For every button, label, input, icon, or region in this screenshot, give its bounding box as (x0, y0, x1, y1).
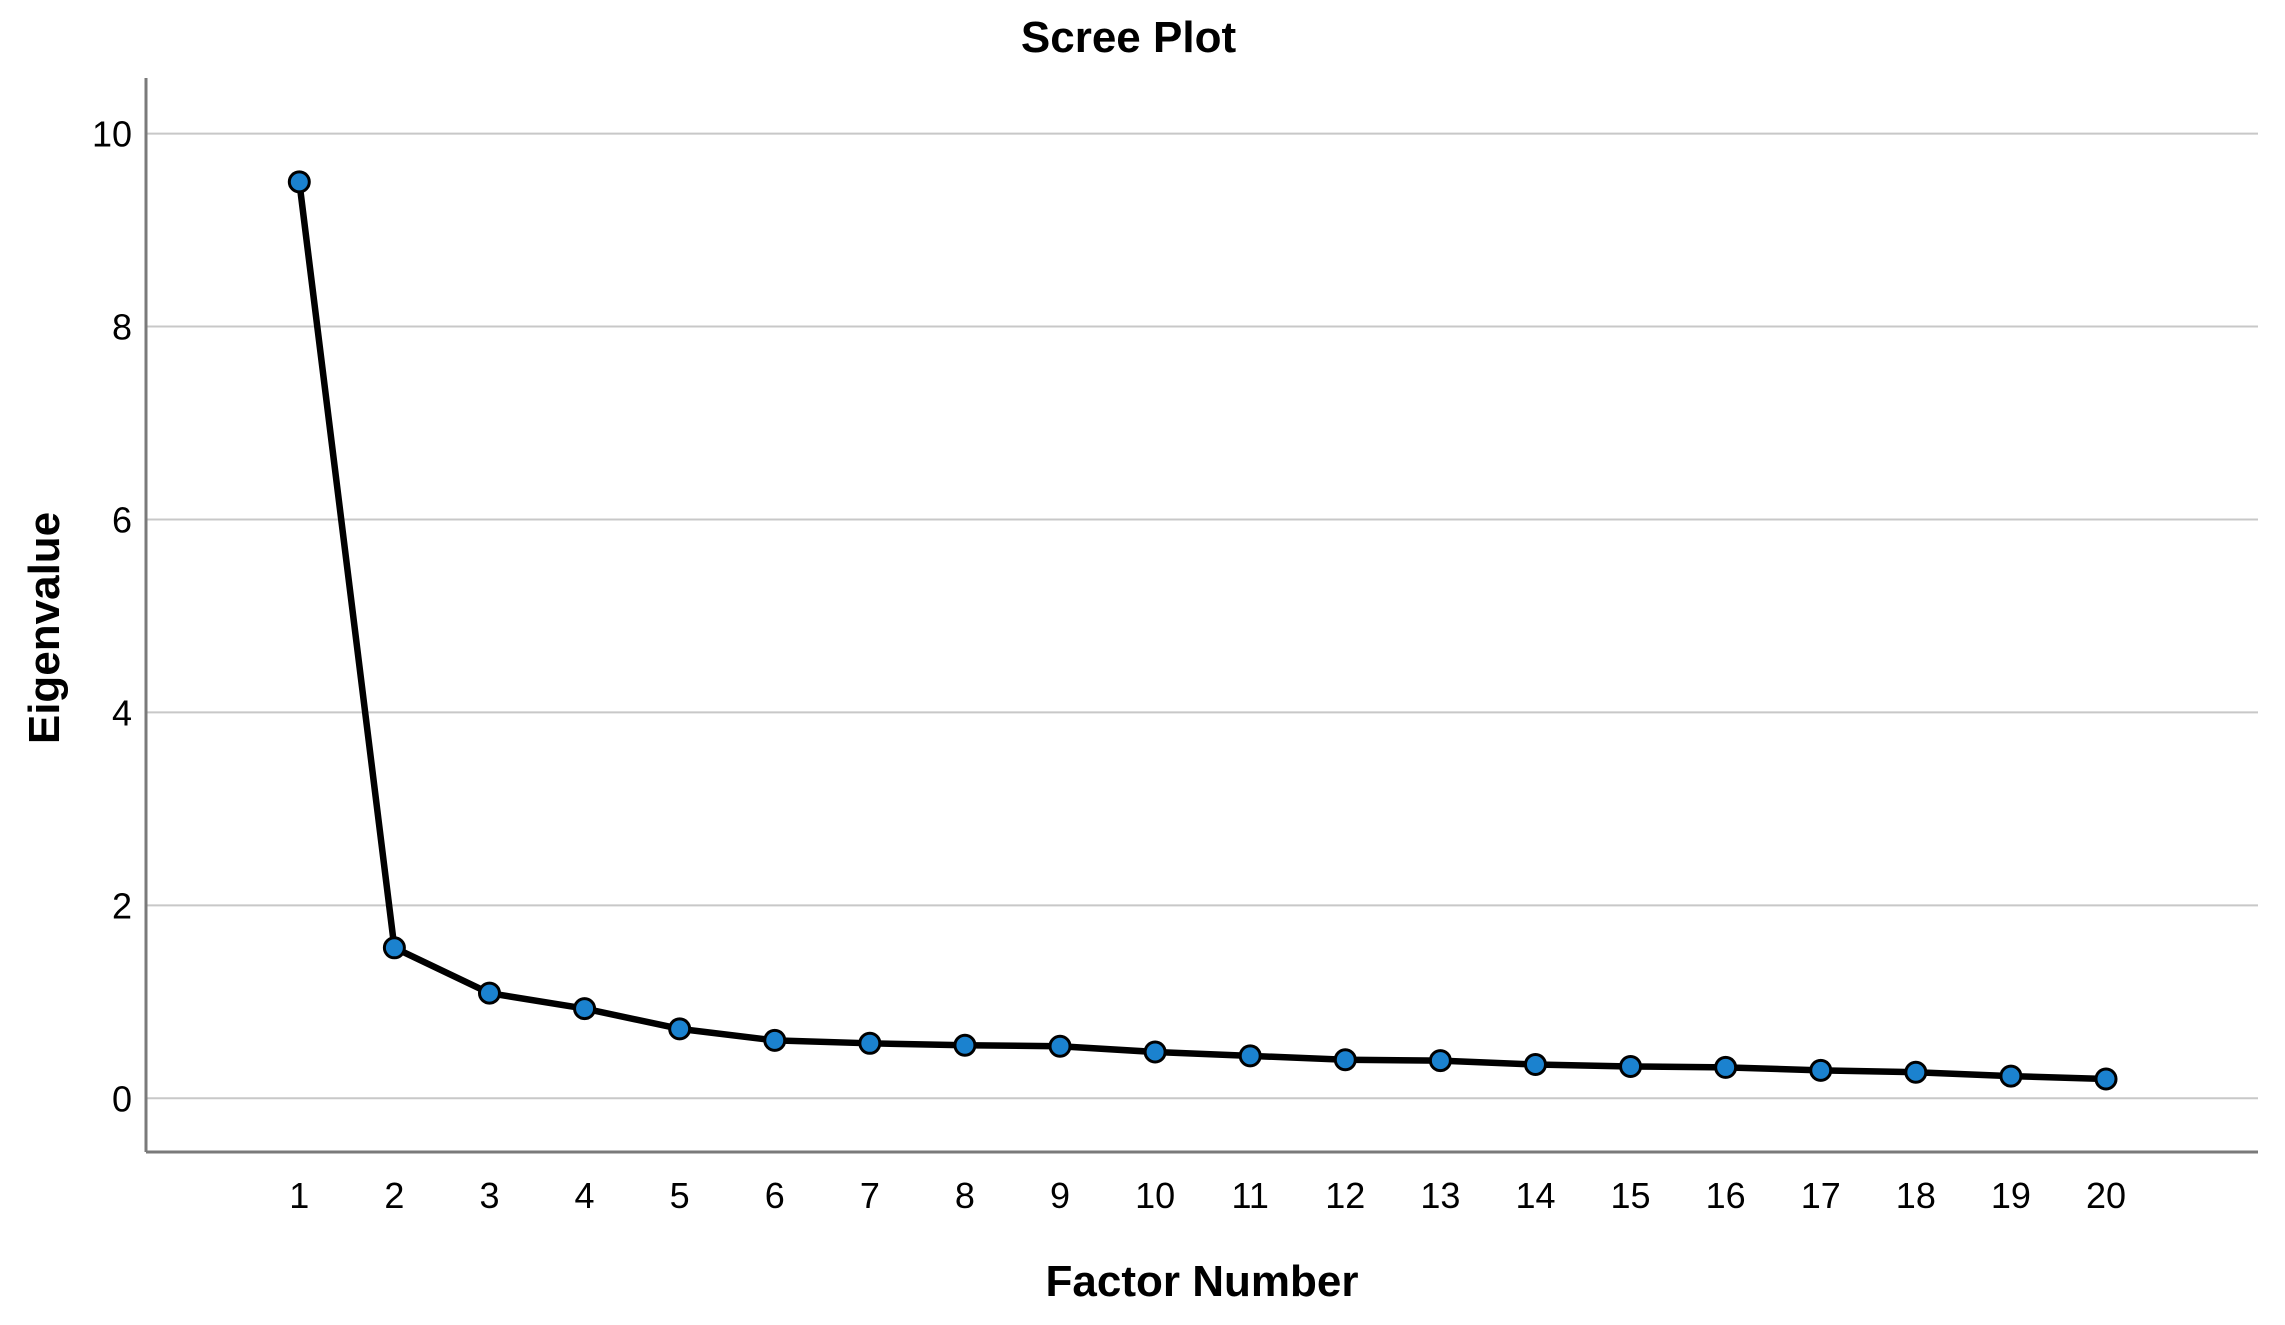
x-tick-label-3: 3 (479, 1175, 499, 1216)
x-tick-label-4: 4 (575, 1175, 595, 1216)
data-point-3 (477, 981, 501, 1005)
data-point-7 (858, 1031, 882, 1055)
data-point-17 (1809, 1058, 1833, 1082)
data-point-1 (287, 170, 311, 194)
x-tick-label-16: 16 (1706, 1175, 1746, 1216)
x-tick-label-1: 1 (289, 1175, 309, 1216)
x-axis-title: Factor Number (1045, 1257, 1359, 1306)
x-tick-label-2: 2 (384, 1175, 404, 1216)
y-axis-title: Eigenvalue (19, 511, 69, 745)
y-tick-label-6: 6 (112, 499, 132, 540)
chart-title: Scree Plot (1020, 13, 1237, 62)
x-tick-label-19: 19 (1991, 1175, 2031, 1216)
x-tick-label-9: 9 (1050, 1175, 1070, 1216)
data-point-15 (1619, 1054, 1643, 1078)
y-tick-label-8: 8 (112, 307, 132, 348)
data-point-16 (1714, 1055, 1738, 1079)
x-tick-label-5: 5 (670, 1175, 690, 1216)
data-point-2 (382, 936, 406, 960)
x-tick-label-6: 6 (765, 1175, 785, 1216)
x-tick-label-14: 14 (1515, 1175, 1555, 1216)
x-tick-label-7: 7 (860, 1175, 880, 1216)
x-tick-label-10: 10 (1135, 1175, 1175, 1216)
y-tick-label-4: 4 (112, 692, 132, 733)
data-point-9 (1048, 1034, 1072, 1058)
y-tick-label-0: 0 (112, 1078, 132, 1119)
data-point-11 (1238, 1044, 1262, 1068)
x-tick-label-17: 17 (1801, 1175, 1841, 1216)
data-point-10 (1143, 1040, 1167, 1064)
data-point-18 (1904, 1060, 1928, 1084)
y-tick-label-2: 2 (112, 885, 132, 926)
x-tick-label-12: 12 (1325, 1175, 1365, 1216)
x-tick-label-8: 8 (955, 1175, 975, 1216)
y-tick-label-10: 10 (92, 114, 132, 155)
data-point-20 (2094, 1067, 2118, 1091)
data-point-4 (573, 997, 597, 1021)
data-point-6 (763, 1028, 787, 1052)
data-point-14 (1523, 1053, 1547, 1077)
x-tick-label-18: 18 (1896, 1175, 1936, 1216)
x-tick-label-11: 11 (1232, 1175, 1269, 1216)
data-point-13 (1428, 1049, 1452, 1073)
scree-line (296, 178, 2110, 1083)
x-tick-label-15: 15 (1611, 1175, 1651, 1216)
x-tick-label-13: 13 (1420, 1175, 1460, 1216)
data-point-5 (668, 1017, 692, 1041)
x-tick-label-20: 20 (2086, 1175, 2126, 1216)
data-point-12 (1333, 1048, 1357, 1072)
data-point-8 (953, 1033, 977, 1057)
data-point-19 (1999, 1064, 2023, 1088)
